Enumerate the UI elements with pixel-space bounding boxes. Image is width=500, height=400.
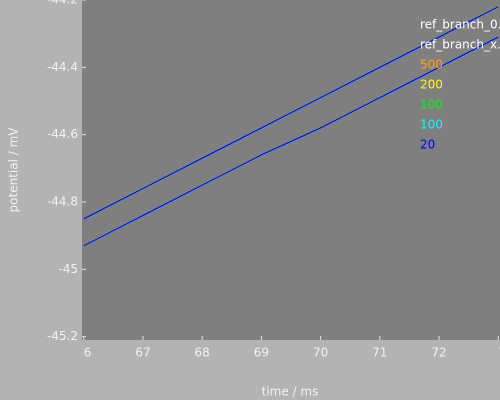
legend-label: ref_branch_x. xyxy=(420,38,500,52)
x-tick-label: 7 xyxy=(498,346,500,360)
legend-label: ref_branch_0. xyxy=(420,18,500,32)
plot-lines xyxy=(83,6,499,247)
legend-label: 100 xyxy=(420,118,443,132)
legend-label: 500 xyxy=(420,58,443,72)
x-tick-label: 70 xyxy=(313,346,328,360)
x-axis-label: time / ms xyxy=(262,385,319,399)
y-tick-label: -44.4 xyxy=(47,60,78,74)
series-line xyxy=(83,36,499,247)
y-tick-label: -44.2 xyxy=(47,0,78,7)
y-tick-label: -45.2 xyxy=(47,329,78,343)
legend-label: 100 xyxy=(420,98,443,112)
y-tick-label: -44.8 xyxy=(47,194,78,208)
x-tick-label: 67 xyxy=(135,346,150,360)
y-axis-label: potential / mV xyxy=(7,127,21,213)
legend-label: 200 xyxy=(420,78,443,92)
x-tick-label: 6 xyxy=(84,346,92,360)
series-line xyxy=(83,6,499,220)
x-tick-label: 72 xyxy=(431,346,446,360)
y-tick-label: -45 xyxy=(58,262,78,276)
plot-area xyxy=(82,0,500,340)
x-tick-label: 68 xyxy=(195,346,210,360)
x-tick-label: 71 xyxy=(372,346,387,360)
legend-label: 20 xyxy=(420,138,435,152)
x-tick-label: 69 xyxy=(254,346,269,360)
y-tick-label: -44.6 xyxy=(47,127,78,141)
